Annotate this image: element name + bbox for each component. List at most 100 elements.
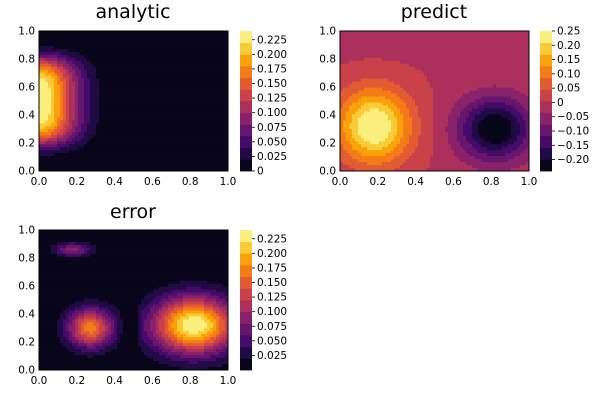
contour-cell	[102, 81, 106, 86]
contour-cell	[195, 66, 199, 71]
contour-cell	[222, 75, 226, 80]
contour-cell	[57, 42, 61, 47]
contour-cell	[216, 84, 220, 88]
contour-cell	[114, 147, 118, 151]
contour-cell	[424, 75, 428, 80]
contour-cell	[355, 48, 359, 53]
contour-cell	[346, 120, 350, 124]
contour-cell	[39, 84, 43, 88]
contour-cell	[183, 108, 187, 112]
contour-cell	[72, 45, 76, 50]
contour-cell	[45, 132, 49, 136]
contour-cell	[445, 117, 449, 121]
contour-cell	[442, 33, 446, 38]
contour-cell	[117, 45, 121, 50]
contour-cell	[475, 114, 479, 118]
contour-cell	[180, 60, 184, 65]
contour-cell	[355, 102, 359, 106]
contour-cell	[207, 114, 211, 118]
contour-cell	[99, 87, 103, 91]
contour-cell	[472, 87, 476, 91]
contour-cell	[90, 75, 94, 80]
contour-cell	[367, 51, 371, 56]
contour-cell	[445, 87, 449, 91]
contour-cell	[415, 84, 419, 88]
contour-cell	[490, 90, 494, 94]
contour-cell	[412, 117, 416, 121]
contour-cell	[198, 96, 202, 100]
contour-cell	[451, 105, 455, 109]
contour-cell	[382, 45, 386, 50]
contour-cell	[472, 117, 476, 121]
contour-cell	[63, 144, 67, 148]
contour-cell	[517, 75, 521, 80]
contour-cell	[69, 129, 73, 133]
contour-cell	[114, 69, 118, 74]
contour-cell	[171, 102, 175, 106]
contour-cell	[511, 108, 515, 112]
contour-cell	[153, 117, 157, 121]
contour-cell	[138, 96, 142, 100]
contour-cell	[108, 159, 112, 163]
contour-cell	[117, 120, 121, 124]
contour-cell	[186, 51, 190, 56]
contour-cell	[153, 144, 157, 148]
contour-cell	[195, 138, 199, 142]
contour-cell	[189, 162, 193, 166]
contour-cell	[135, 159, 139, 163]
contour-cell	[523, 111, 527, 115]
contour-cell	[183, 156, 187, 160]
contour-cell	[135, 57, 139, 62]
contour-cell	[201, 156, 205, 160]
contour-cell	[54, 75, 58, 80]
contour-cell	[99, 126, 103, 130]
contour-cell	[499, 96, 503, 100]
contour-cell	[96, 144, 100, 148]
contour-cell	[457, 120, 461, 124]
contour-cell	[192, 126, 196, 130]
contour-cell	[114, 36, 118, 41]
contour-cell	[222, 48, 226, 53]
contour-cell	[153, 78, 157, 83]
contour-cell	[147, 123, 151, 127]
contour-cell	[439, 123, 443, 127]
contour-cell	[436, 123, 440, 127]
contour-cell	[90, 69, 94, 74]
contour-cell	[96, 84, 100, 88]
contour-cell	[349, 102, 353, 106]
contour-cell	[415, 60, 419, 65]
contour-cell	[198, 42, 202, 47]
contour-cell	[156, 36, 160, 41]
contour-cell	[418, 57, 422, 62]
contour-cell	[358, 33, 362, 38]
contour-cell	[478, 33, 482, 38]
contour-cell	[391, 39, 395, 44]
contour-cell	[454, 117, 458, 121]
contour-cell	[352, 72, 356, 77]
contour-cell	[45, 168, 49, 172]
contour-cell	[105, 39, 109, 44]
contour-cell	[508, 102, 512, 106]
contour-cell	[466, 31, 470, 35]
contour-cell	[445, 108, 449, 112]
contour-cell	[156, 141, 160, 145]
contour-cell	[150, 57, 154, 62]
contour-cell	[174, 141, 178, 145]
contour-cell	[400, 105, 404, 109]
contour-cell	[99, 114, 103, 118]
contour-cell	[105, 60, 109, 65]
contour-cell	[448, 108, 452, 112]
contour-cell	[192, 159, 196, 163]
contour-cell	[225, 102, 229, 106]
contour-cell	[475, 93, 479, 97]
contour-cell	[460, 75, 464, 80]
contour-cell	[48, 51, 52, 56]
contour-cell	[382, 75, 386, 80]
contour-cell	[54, 102, 58, 106]
contour-cell	[51, 96, 55, 100]
contour-cell	[490, 114, 494, 118]
contour-cell	[364, 93, 368, 97]
contour-cell	[484, 72, 488, 77]
contour-cell	[153, 45, 157, 50]
contour-cell	[210, 69, 214, 74]
